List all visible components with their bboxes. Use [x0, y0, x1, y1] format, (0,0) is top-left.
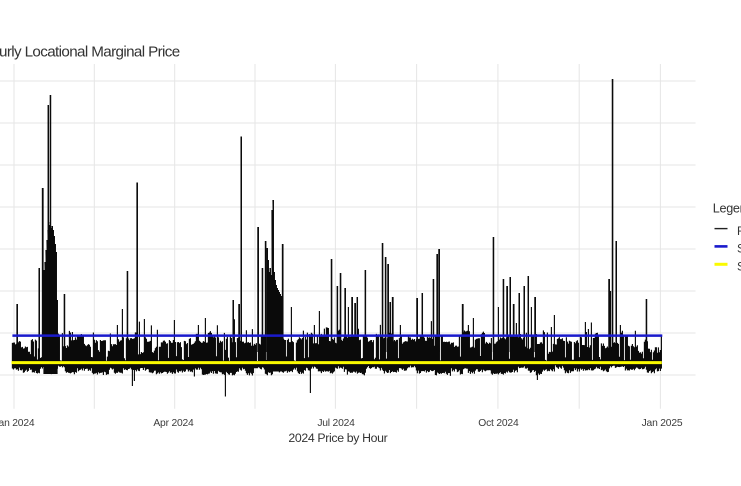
- svg-text:Jul 2024: Jul 2024: [317, 418, 355, 429]
- svg-text:Jan 2024: Jan 2024: [0, 418, 35, 429]
- svg-text:SMA Hourly: SMA Hourly: [737, 259, 741, 273]
- svg-text:Hourly Locational Marginal Pri: Hourly Locational Marginal Price: [0, 43, 180, 60]
- svg-text:2024 Price by Hour: 2024 Price by Hour: [288, 431, 387, 445]
- svg-text:Oct 2024: Oct 2024: [478, 418, 519, 429]
- svg-text:Simple Average: Simple Average: [737, 242, 741, 256]
- svg-text:Apr 2024: Apr 2024: [153, 418, 194, 429]
- svg-text:Jan 2025: Jan 2025: [642, 418, 683, 429]
- svg-text:Legend: Legend: [713, 202, 741, 216]
- svg-text:Five Minute LMP: Five Minute LMP: [737, 224, 741, 238]
